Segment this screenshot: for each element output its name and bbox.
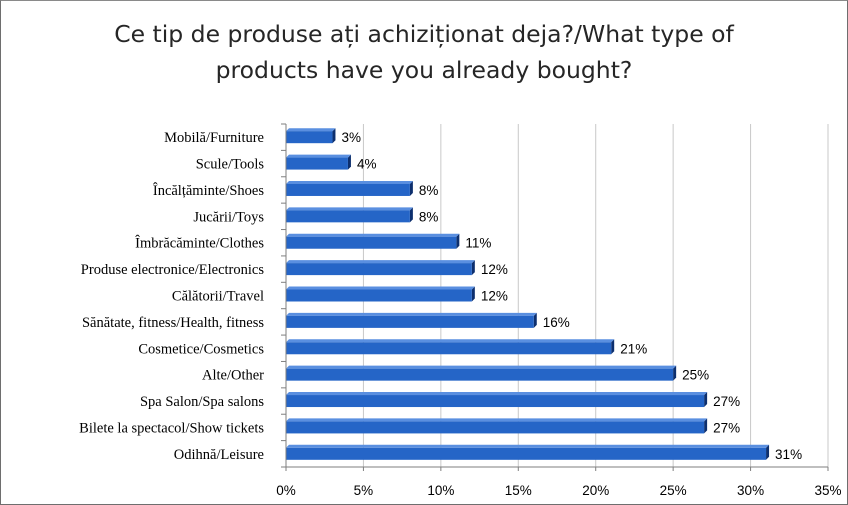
bar	[286, 289, 472, 302]
bar	[286, 131, 333, 144]
bar-top-face	[286, 418, 708, 422]
data-label: 27%	[713, 420, 740, 435]
category-label: Produse electronice/Electronics	[81, 262, 265, 278]
x-tick-label: 30%	[737, 483, 764, 498]
category-label: Sănătate, fitness/Health, fitness	[82, 315, 264, 331]
category-label: Jucării/Toys	[193, 209, 264, 225]
bar-top-face	[286, 128, 336, 132]
data-label: 16%	[543, 315, 570, 330]
data-label: 21%	[620, 341, 647, 356]
category-label: Alte/Other	[202, 368, 264, 384]
x-tick-label: 0%	[276, 483, 296, 498]
data-label: 12%	[481, 289, 508, 304]
bar-end-face	[347, 154, 351, 170]
data-label: 12%	[481, 262, 508, 277]
bar-top-face	[286, 233, 460, 237]
bar-end-face	[456, 233, 460, 249]
bar	[286, 395, 705, 408]
chart-title-line-1: Ce tip de produse ați achiziționat deja?…	[114, 20, 734, 48]
data-label: 4%	[357, 157, 377, 172]
chart-title: Ce tip de produse ați achiziționat deja?…	[0, 16, 848, 88]
bar-end-face	[704, 418, 708, 434]
data-label: 8%	[419, 209, 439, 224]
bar	[286, 315, 534, 328]
bar	[286, 447, 767, 460]
bar	[286, 342, 612, 355]
bar-end-face	[471, 260, 475, 276]
category-label: Scule/Tools	[196, 157, 265, 173]
bar-end-face	[332, 128, 336, 144]
category-label: Îmbrăcăminte/Clothes	[135, 235, 264, 252]
bar-top-face	[286, 365, 677, 369]
bar	[286, 368, 674, 381]
x-tick-label: 25%	[660, 483, 687, 498]
category-label: Călătorii/Travel	[172, 289, 264, 305]
bar-top-face	[286, 180, 413, 184]
bar-end-face	[766, 444, 770, 460]
bar-end-face	[673, 365, 677, 381]
bar	[286, 210, 410, 223]
bar-end-face	[409, 207, 413, 223]
category-label: Spa Salon/Spa salons	[140, 394, 264, 410]
category-label: Odihnă/Leisure	[174, 447, 264, 463]
data-label: 11%	[465, 236, 491, 251]
data-label: 31%	[775, 447, 802, 462]
bar-top-face	[286, 339, 615, 343]
bar	[286, 421, 705, 434]
data-label: 3%	[341, 130, 361, 145]
bar-top-face	[286, 312, 537, 316]
bar-top-face	[286, 260, 475, 264]
bar	[286, 236, 457, 249]
bar	[286, 157, 348, 170]
category-label: Încălțăminte/Shoes	[153, 182, 264, 199]
x-tick-label: 5%	[354, 483, 374, 498]
data-label: 27%	[713, 394, 740, 409]
bar-end-face	[704, 392, 708, 408]
bar-end-face	[611, 339, 615, 355]
bar-top-face	[286, 207, 413, 211]
data-label: 8%	[419, 183, 439, 198]
chart-title-line-2: products have you already bought?	[215, 56, 633, 84]
bar-end-face	[409, 180, 413, 196]
x-tick-label: 10%	[427, 483, 454, 498]
bar-top-face	[286, 444, 770, 448]
category-label: Cosmetice/Cosmetics	[138, 341, 264, 357]
bar	[286, 263, 472, 276]
bar-top-face	[286, 286, 475, 290]
x-tick-label: 35%	[814, 483, 841, 498]
category-label: Mobilă/Furniture	[164, 130, 264, 146]
bar-end-face	[533, 312, 537, 328]
category-label: Bilete la spectacol/Show tickets	[79, 420, 264, 436]
bar-top-face	[286, 154, 351, 158]
x-tick-label: 15%	[505, 483, 532, 498]
x-tick-label: 20%	[582, 483, 609, 498]
bar-end-face	[471, 286, 475, 302]
bar	[286, 183, 410, 196]
bar-top-face	[286, 392, 708, 396]
data-label: 25%	[682, 368, 709, 383]
